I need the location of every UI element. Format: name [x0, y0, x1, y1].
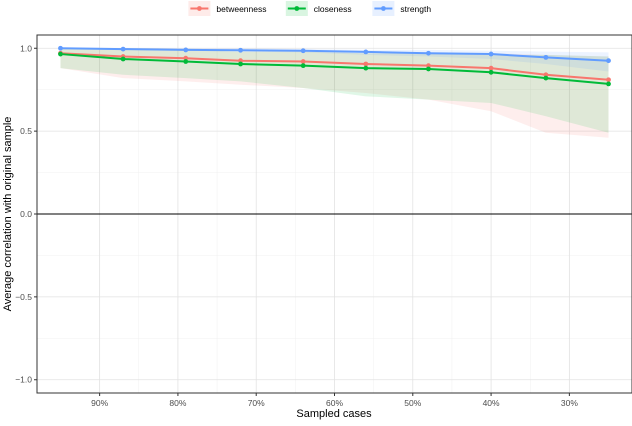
x-axis-title: Sampled cases — [296, 408, 372, 420]
legend-label-strength: strength — [400, 4, 431, 14]
x-tick-label: 70% — [248, 398, 265, 408]
point-closeness — [58, 51, 63, 57]
x-tick-label: 90% — [91, 398, 108, 408]
series-point-layer — [58, 45, 611, 87]
y-axis-title: Average correlation with original sample — [2, 117, 14, 312]
point-closeness — [488, 69, 494, 75]
point-strength — [363, 49, 369, 55]
y-axis-ticks: 1.0 0.5 0.0 −0.5 −1.0 — [15, 43, 37, 385]
ribbon-closeness — [60, 48, 609, 133]
line-closeness — [60, 53, 609, 85]
y-tick-label: 0.0 — [20, 209, 32, 219]
y-tick-label: −0.5 — [15, 292, 32, 302]
line-betweenness — [60, 52, 609, 81]
x-tick-label: 60% — [326, 398, 343, 408]
point-strength — [488, 51, 494, 57]
legend-label-betweenness: betweenness — [216, 4, 266, 14]
x-tick-label: 30% — [561, 398, 578, 408]
point-betweenness — [183, 55, 189, 61]
legend-key-point — [197, 6, 202, 11]
point-strength — [543, 54, 549, 60]
point-strength — [238, 47, 243, 53]
point-strength — [426, 50, 431, 56]
point-betweenness — [488, 65, 494, 71]
x-tick-label: 50% — [404, 398, 421, 408]
point-strength — [120, 46, 126, 52]
y-tick-label: −1.0 — [15, 375, 32, 385]
y-tick-label: 1.0 — [20, 43, 32, 53]
point-betweenness — [543, 72, 549, 78]
point-closeness — [606, 81, 611, 87]
legend: betweenness closeness strength — [188, 1, 431, 16]
point-betweenness — [606, 77, 611, 83]
y-tick-label: 0.5 — [20, 126, 32, 136]
legend-key-point — [294, 6, 300, 11]
point-strength — [300, 48, 306, 54]
line-strength — [60, 47, 609, 62]
point-betweenness — [363, 61, 369, 67]
point-closeness — [426, 66, 431, 72]
point-betweenness — [426, 63, 431, 69]
series-line-layer — [60, 47, 609, 85]
point-closeness — [183, 59, 189, 64]
point-closeness — [363, 65, 369, 71]
point-betweenness — [300, 59, 306, 64]
point-closeness — [238, 61, 243, 67]
legend-label-closeness: closeness — [314, 4, 352, 14]
point-betweenness — [238, 58, 243, 64]
x-tick-label: 40% — [483, 398, 500, 408]
x-tick-label: 80% — [169, 398, 186, 408]
point-closeness — [300, 63, 306, 69]
point-closeness — [120, 56, 126, 62]
point-strength — [58, 45, 63, 51]
point-strength — [606, 58, 611, 64]
legend-key-point — [381, 6, 386, 11]
x-axis-ticks: 90% 80% 70% 60% 50% 40% 30% — [91, 393, 578, 408]
point-strength — [183, 47, 189, 53]
point-closeness — [543, 75, 549, 81]
